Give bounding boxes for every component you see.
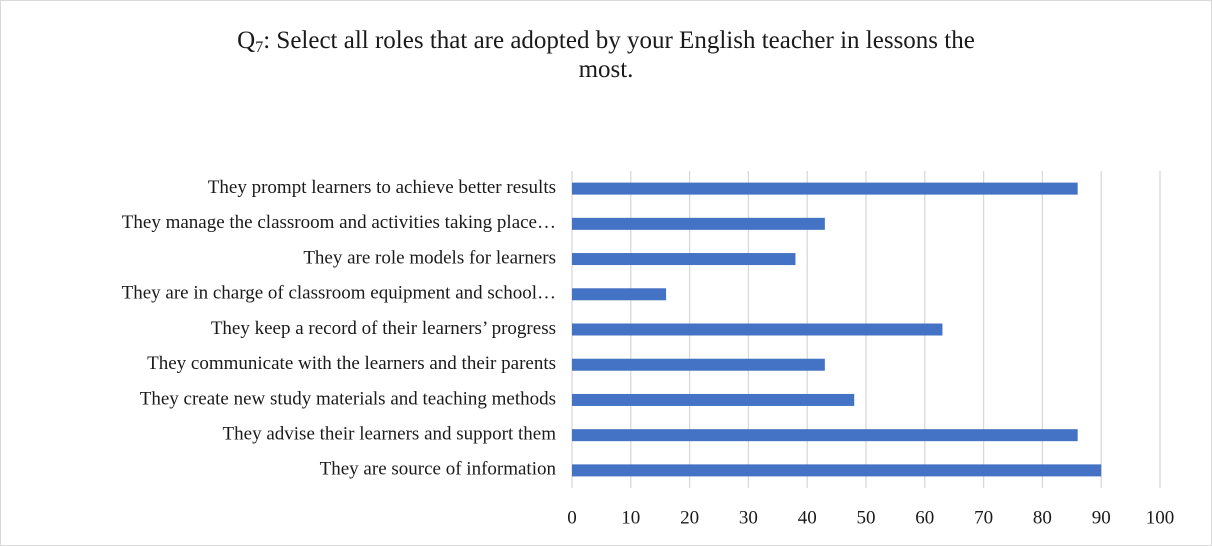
x-tick-label: 20 <box>680 507 699 528</box>
x-tick-label: 30 <box>739 507 758 528</box>
bar <box>572 393 855 406</box>
bar <box>572 253 796 266</box>
bar <box>572 288 667 301</box>
y-tick-label: They are source of information <box>320 459 557 480</box>
y-tick-label: They create new study materials and teac… <box>140 388 556 409</box>
x-tick-label: 100 <box>1146 507 1175 528</box>
y-tick-label: They advise their learners and support t… <box>223 424 557 445</box>
x-tick-label: 40 <box>798 507 817 528</box>
bar <box>572 464 1102 477</box>
title-subscript: 7 <box>255 39 264 56</box>
y-tick-label: They are role models for learners <box>303 247 556 268</box>
x-tick-label: 60 <box>915 507 934 528</box>
x-tick-label: 70 <box>974 507 993 528</box>
title-text: Q <box>237 27 256 54</box>
y-tick-label: They manage the classroom and activities… <box>122 212 556 233</box>
y-tick-label: They communicate with the learners and t… <box>147 353 556 374</box>
bar <box>572 358 825 371</box>
title-text: : Select all roles that are adopted by y… <box>263 27 975 83</box>
chart-title: Q7: Select all roles that are adopted by… <box>236 26 976 84</box>
x-tick-label: 50 <box>857 507 876 528</box>
x-tick-label: 80 <box>1033 507 1052 528</box>
y-tick-label: They keep a record of their learners’ pr… <box>211 318 556 339</box>
bar <box>572 182 1078 195</box>
x-tick-label: 0 <box>567 507 577 528</box>
bar <box>572 429 1078 442</box>
x-tick-label: 90 <box>1092 507 1111 528</box>
y-tick-label: They prompt learners to achieve better r… <box>208 177 556 198</box>
x-tick-label: 10 <box>621 507 640 528</box>
bar <box>572 323 943 336</box>
y-tick-label: They are in charge of classroom equipmen… <box>122 283 556 304</box>
bar <box>572 217 825 230</box>
